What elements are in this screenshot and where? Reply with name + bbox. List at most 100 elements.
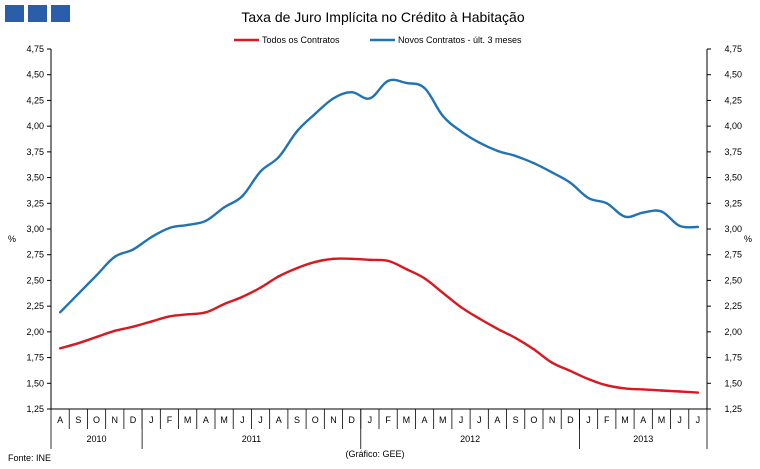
point-novos-25 [514,154,517,158]
point-novos-24 [496,149,499,153]
x-tick-label: J [477,415,482,425]
y-tick-label-left: 2,75 [26,250,44,260]
source-note: Fonte: INE [8,453,51,463]
point-novos-1 [77,292,80,295]
year-label: 2010 [87,434,107,444]
point-todos-17 [368,258,372,262]
year-label: 2012 [460,434,480,444]
point-novos-19 [405,81,408,85]
point-todos-13 [295,266,299,270]
y-tick-label-right: 2,00 [724,327,742,337]
y-tick-label-right: 3,25 [724,198,742,208]
point-novos-2 [95,274,98,277]
y-tick-label-left: 4,00 [26,121,44,131]
y-tick-label-left: 2,00 [26,327,44,337]
y-tick-label-left: 4,50 [26,70,44,80]
point-todos-8 [204,311,208,314]
point-novos-28 [569,181,572,184]
x-tick-label: F [385,415,391,425]
x-tick-label: J [258,415,263,425]
y-tick-label-right: 3,00 [724,224,742,234]
y-tick-label-left: 2,50 [26,275,44,285]
point-novos-33 [660,210,663,213]
x-tick-label: A [276,415,282,425]
legend: Todos os Contratos Novos Contratos - últ… [234,35,522,45]
y-tick-label-right: 1,50 [724,378,742,388]
x-tick-label: A [494,415,500,425]
y-tick-label-left: 3,75 [26,147,44,157]
point-todos-30 [605,384,608,387]
x-tick-label: M [439,415,447,425]
point-novos-26 [532,161,536,165]
point-todos-14 [314,260,317,264]
x-tick-label: N [112,415,119,425]
point-novos-5 [150,236,153,239]
point-novos-3 [113,255,116,258]
x-tick-label: A [57,415,63,425]
three-blue-squares-logo-icon [5,5,70,22]
point-novos-35 [696,225,700,229]
y-tick-label-left: 3,50 [26,173,44,183]
point-todos-19 [405,267,408,271]
point-novos-22 [459,130,463,133]
y-axis-left: 1,25 1,50 1,75 2,00 2,25 2,50 2,75 3,00 3,25 3,50… [26,44,51,414]
y-axis-right: 1,25 1,50 1,75 2,00 2,25 2,50 2,75 3,00 3,25 3,50… [707,44,742,414]
point-novos-6 [168,226,171,230]
x-tick-label: S [75,415,81,425]
point-todos-11 [259,286,262,289]
y-tick-label-left: 1,25 [26,404,44,414]
point-todos-32 [642,388,645,391]
point-todos-15 [332,257,335,261]
point-todos-29 [587,377,590,381]
x-tick-label: S [294,415,300,425]
x-tick-label: M [621,415,629,425]
point-todos-9 [222,302,226,306]
y-tick-label-left: 1,75 [26,353,44,363]
x-tick-label: J [149,415,154,425]
point-todos-25 [514,336,517,340]
point-todos-23 [478,317,481,320]
year-label: 2013 [633,434,653,444]
x-tick-label: M [184,415,192,425]
point-todos-1 [77,341,80,345]
point-novos-32 [642,211,645,214]
point-todos-0 [58,347,62,350]
point-todos-31 [623,387,627,390]
point-novos-17 [368,97,372,100]
y-tick-label-right: 1,25 [724,404,742,414]
legend-label-novos: Novos Contratos - últ. 3 meses [398,35,522,45]
point-novos-29 [587,196,590,200]
x-tick-label: J [459,415,464,425]
x-tick-label: M [220,415,228,425]
x-tick-label: O [530,415,537,425]
y-tick-label-left: 4,75 [26,44,44,54]
point-todos-28 [569,369,572,373]
y-axis-label-right: % [744,234,752,244]
point-novos-30 [605,202,608,205]
point-todos-12 [277,275,280,278]
x-tick-label: F [167,415,173,425]
point-novos-31 [623,215,627,218]
chart-title: Taxa de Juro Implícita no Crédito à Habi… [241,9,524,25]
x-tick-label: M [658,415,666,425]
point-novos-14 [314,112,317,116]
x-tick-label: J [368,415,373,425]
point-todos-20 [423,277,426,280]
point-todos-2 [95,335,98,339]
x-tick-label: F [604,415,610,425]
y-axis-label-left: % [8,234,16,244]
x-tick-label: D [348,415,355,425]
point-todos-27 [550,361,554,364]
x-tick-label: J [240,415,245,425]
x-tick-label: J [586,415,591,425]
x-tick-label: S [513,415,519,425]
y-tick-label-right: 2,25 [724,301,742,311]
point-novos-9 [222,206,226,209]
y-tick-label-right: 3,50 [724,173,742,183]
point-todos-33 [660,389,663,392]
y-tick-label-right: 4,25 [724,95,742,105]
point-novos-7 [186,223,189,227]
year-label: 2011 [242,434,261,444]
x-tick-label: A [203,415,209,425]
